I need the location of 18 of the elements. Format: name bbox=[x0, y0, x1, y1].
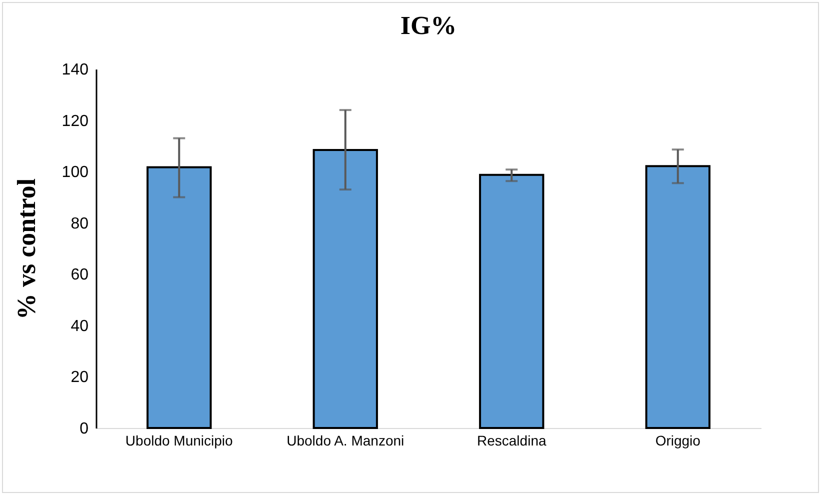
y-tick-label: 0 bbox=[80, 420, 89, 438]
y-tick-label: 100 bbox=[62, 164, 89, 182]
bar bbox=[645, 165, 710, 429]
y-tick-label: 140 bbox=[62, 62, 89, 78]
x-tick-label: Uboldo Municipio bbox=[125, 432, 234, 448]
x-tick-label: Origgio bbox=[655, 432, 701, 448]
x-tick-label: Rescaldina bbox=[476, 432, 546, 448]
x-tick-label: Uboldo A. Manzoni bbox=[286, 432, 404, 448]
y-tick-label: 20 bbox=[70, 369, 89, 386]
y-tick-label: 40 bbox=[70, 318, 89, 335]
bar bbox=[312, 149, 378, 429]
y-tick-label: 80 bbox=[70, 215, 89, 232]
bar bbox=[479, 174, 544, 429]
y-tick-label: 60 bbox=[70, 266, 89, 284]
y-tick-label: 120 bbox=[62, 112, 89, 130]
bar bbox=[146, 166, 212, 429]
chart-title: IG% bbox=[400, 11, 457, 40]
y-axis-title: % vs control bbox=[12, 178, 41, 320]
